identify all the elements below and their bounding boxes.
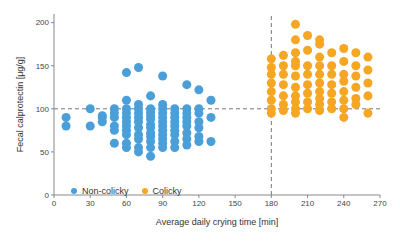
svg-text:210: 210: [301, 199, 315, 208]
svg-text:240: 240: [337, 199, 351, 208]
svg-text:50: 50: [40, 148, 49, 157]
svg-text:0: 0: [45, 191, 50, 200]
svg-text:120: 120: [192, 199, 206, 208]
svg-text:270: 270: [373, 199, 387, 208]
svg-text:0: 0: [52, 199, 57, 208]
html-text:Colicky: Colicky: [152, 186, 182, 196]
svg-text:180: 180: [265, 199, 279, 208]
svg-text:150: 150: [228, 199, 242, 208]
svg-text:90: 90: [158, 199, 167, 208]
svg-text:30: 30: [86, 199, 95, 208]
svg-text:Fecal calprotectin [μg/g]: Fecal calprotectin [μg/g]: [15, 57, 25, 153]
html-text:Non-colicky: Non-colicky: [82, 186, 129, 196]
svg-text:100: 100: [36, 105, 50, 114]
svg-text:200: 200: [36, 18, 50, 27]
svg-text:150: 150: [36, 62, 50, 71]
svg-text:Average daily crying time [min: Average daily crying time [min]: [156, 217, 278, 227]
svg-text:60: 60: [122, 199, 131, 208]
